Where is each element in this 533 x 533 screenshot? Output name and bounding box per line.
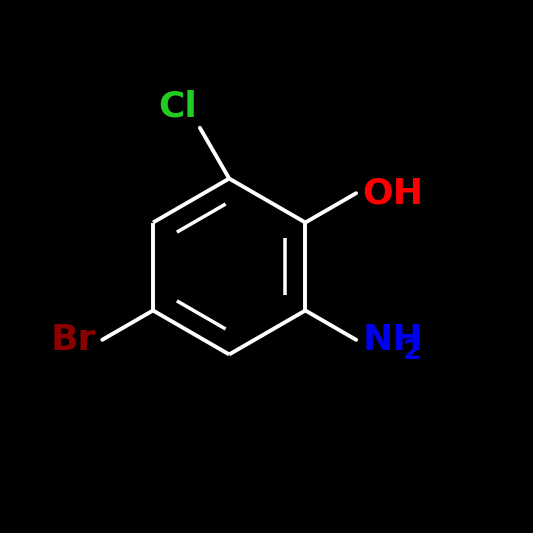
Text: 2: 2 bbox=[402, 338, 422, 365]
Text: NH: NH bbox=[362, 323, 423, 357]
Text: Br: Br bbox=[51, 323, 96, 357]
Text: OH: OH bbox=[362, 176, 424, 210]
Text: Cl: Cl bbox=[158, 90, 197, 124]
